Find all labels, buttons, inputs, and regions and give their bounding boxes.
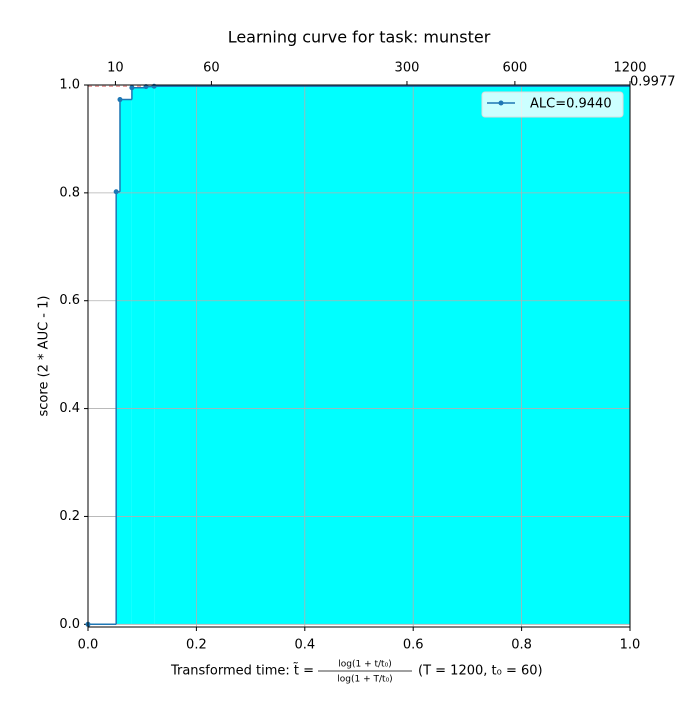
reference-label: 0.9977: [630, 75, 676, 90]
point: [117, 97, 123, 103]
x-axis-label: Transformed time: t̃ =: [170, 663, 314, 678]
x-tick-label: 0.6: [403, 638, 424, 653]
point: [151, 83, 157, 89]
area-fill: [119, 99, 132, 625]
y-tick-label: 0.8: [59, 185, 80, 200]
y-tick-label: 0.4: [59, 401, 80, 416]
x2-tick-label: 1200: [613, 61, 646, 76]
chart-title: Learning curve for task: munster: [228, 28, 491, 47]
legend-box: [481, 91, 624, 118]
point: [129, 85, 135, 91]
x-axis-label-numerator: log(1 + t/t₀): [338, 660, 391, 670]
x2-tick-label: 10: [107, 61, 124, 76]
x-tick-label: 0.4: [294, 638, 315, 653]
point: [113, 189, 119, 195]
x-tick-label: 0.0: [78, 638, 99, 653]
y-tick-label: 0.0: [59, 617, 80, 632]
area-fill: [145, 86, 155, 625]
x2-tick-label: 300: [395, 61, 420, 76]
area-fill: [116, 191, 120, 625]
x-axis-label-suffix: (T = 1200, t₀ = 60): [418, 664, 543, 679]
x-axis-label-denominator: log(1 + T/t₀): [337, 675, 392, 685]
x-tick-label: 1.0: [620, 638, 641, 653]
x-tick-label: 0.2: [186, 638, 207, 653]
area-fill: [131, 87, 146, 625]
y-tick-label: 0.2: [59, 509, 80, 524]
legend-label: ALC=0.9440: [530, 97, 612, 112]
x-tick-label: 0.8: [511, 638, 532, 653]
area-fill: [154, 86, 630, 625]
y-tick-label: 0.6: [59, 293, 80, 308]
x2-tick-label: 60: [203, 61, 220, 76]
x2-tick-label: 600: [502, 61, 527, 76]
y-tick-label: 1.0: [59, 78, 80, 93]
legend-marker: [498, 100, 504, 106]
plot-frame: [87, 84, 631, 628]
y-axis-label: score (2 * AUC - 1): [37, 296, 52, 417]
